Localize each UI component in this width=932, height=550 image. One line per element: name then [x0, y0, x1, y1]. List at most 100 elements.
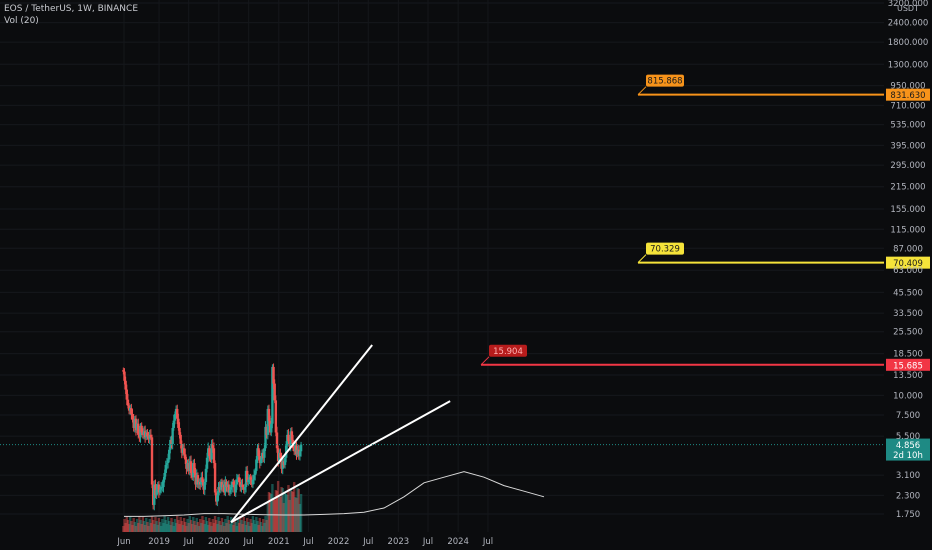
volume-bar	[281, 488, 284, 532]
current-price-tag	[886, 438, 930, 461]
candle-body	[216, 495, 219, 502]
volume-bar	[131, 525, 134, 532]
x-tick-label: 2024	[447, 537, 469, 547]
volume-bar	[247, 522, 250, 532]
volume-bar	[185, 526, 188, 532]
level-axis-tag-yellow	[886, 256, 930, 269]
volume-bar	[173, 519, 177, 532]
candle-body	[184, 454, 187, 460]
candle-body	[203, 482, 206, 490]
volume-bar	[219, 525, 223, 532]
y-tick-label: 18.500	[893, 350, 923, 360]
level-flag-text-orange: 815.868	[647, 77, 682, 87]
volume-bar	[221, 522, 225, 532]
volume-bar	[186, 519, 189, 532]
volume-bar	[138, 516, 141, 532]
candle-body	[274, 400, 278, 433]
candle-body	[229, 487, 233, 490]
volume-bar	[254, 524, 257, 532]
volume-bar	[176, 516, 179, 532]
volume-bar	[226, 516, 229, 532]
volume-bar	[193, 521, 196, 532]
x-tick-label: Jul	[302, 537, 313, 547]
y-tick-label: 1800.000	[888, 38, 929, 48]
volume-bar	[292, 482, 296, 532]
y-tick-label: 33.500	[893, 309, 923, 319]
candle-body	[196, 475, 200, 485]
x-tick-label: Jun	[116, 537, 130, 547]
volume-bar	[267, 492, 271, 532]
candle-body	[122, 370, 125, 372]
level-axis-tag-orange	[886, 88, 930, 101]
y-tick-label: 115.000	[890, 225, 925, 235]
volume-bar	[289, 490, 292, 532]
volume-bar	[239, 516, 242, 532]
volume-bar	[297, 489, 300, 532]
candle-body	[283, 457, 287, 465]
volume-bar	[208, 518, 211, 532]
volume-bar	[265, 520, 268, 532]
y-tick-label: 3.100	[896, 471, 920, 481]
y-axis-unit: USDT	[897, 4, 919, 13]
volume-bar	[182, 518, 186, 532]
volume-bar	[216, 524, 219, 532]
volume-bar	[134, 526, 138, 532]
volume-bar	[227, 520, 231, 532]
volume-bar	[286, 495, 289, 532]
volume-bar	[243, 521, 247, 532]
volume-bar	[123, 519, 126, 532]
y-tick-label: 5.500	[896, 432, 920, 442]
volume-bar	[229, 517, 233, 532]
volume-bar	[205, 521, 209, 532]
volume-bar	[233, 518, 236, 532]
candle-body	[164, 464, 167, 473]
volume-bar	[248, 526, 251, 532]
volume-bar	[140, 524, 143, 532]
volume-bar	[154, 517, 157, 532]
volume-bar	[150, 516, 154, 532]
volume-bar	[231, 521, 234, 532]
volume-bar	[217, 517, 220, 532]
volume-bar	[137, 523, 140, 532]
volume-bar	[258, 518, 261, 532]
grid-lines	[0, 0, 884, 532]
level-axis-text-yellow: 70.409	[893, 259, 923, 269]
level-flag-red	[489, 344, 527, 357]
candle-body	[173, 414, 177, 421]
y-tick-label: 1300.000	[888, 60, 929, 70]
volume-bar	[294, 497, 297, 532]
trendline-1	[230, 344, 373, 523]
volume-bar	[139, 520, 142, 532]
volume-bar	[266, 502, 270, 532]
candle-body	[264, 426, 267, 449]
y-axis: 3200.000 2400.000 1800.000 1300.000 950.000 7…	[888, 0, 929, 520]
candle-body	[231, 482, 234, 488]
level-flag-pointer-red	[480, 356, 490, 366]
candle-body	[125, 389, 128, 400]
volume-bar	[271, 484, 274, 532]
volume-bar	[276, 481, 280, 532]
candle-body	[235, 479, 239, 485]
volume-bar	[195, 518, 198, 532]
volume-bar	[127, 524, 131, 532]
candle-body	[149, 434, 153, 438]
candle-body	[146, 432, 149, 437]
candle-body	[257, 448, 260, 457]
y-tick-label: 1.750	[896, 510, 920, 520]
level-flag-yellow	[646, 242, 684, 255]
volume-bar	[125, 516, 128, 532]
y-tick-label: 13.500	[893, 371, 923, 381]
volume-bar	[245, 518, 249, 532]
volume-bar	[272, 499, 275, 532]
candle-body	[130, 408, 133, 415]
y-tick-label: 25.500	[893, 328, 923, 338]
volume-bar	[192, 517, 195, 532]
candle-body	[234, 484, 237, 493]
volume-bar	[262, 519, 265, 532]
volume-bar	[156, 525, 159, 532]
candle-body	[193, 463, 196, 473]
volume-bar	[177, 520, 180, 532]
volume-bar	[197, 526, 201, 532]
